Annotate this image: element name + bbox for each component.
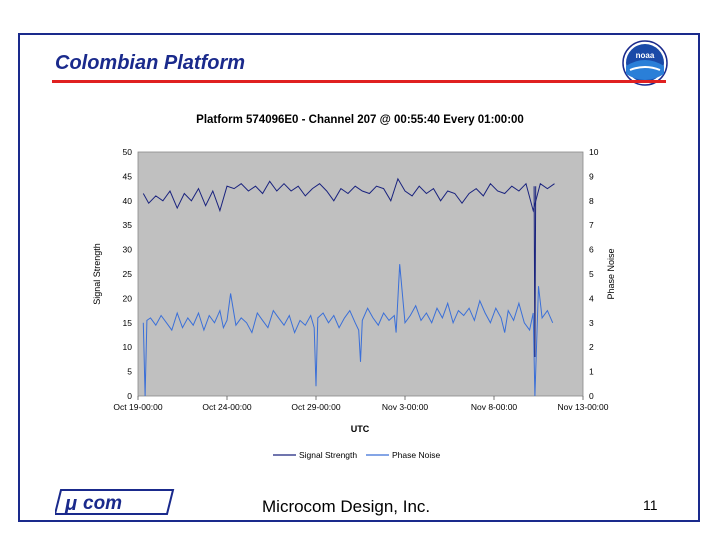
chart-title: Platform 574096E0 - Channel 207 @ 00:55:…: [196, 114, 524, 126]
left-tick-label: 35: [123, 220, 133, 230]
company-name: Microcom Design, Inc.: [262, 497, 431, 516]
slide-frame: [18, 33, 700, 522]
right-tick-label: 7: [589, 220, 594, 230]
page-number: 11: [643, 497, 658, 513]
noaa-logo-text: noaa: [636, 51, 655, 60]
microcom-logo-text: com: [83, 493, 122, 514]
x-axis-label: UTC: [351, 424, 370, 434]
x-tick-label: Oct 19-00:00: [113, 402, 162, 412]
chart-container: Platform 574096E0 - Channel 207 @ 00:55:…: [88, 100, 633, 470]
left-tick-label: 15: [123, 318, 133, 328]
right-tick-label: 5: [589, 269, 594, 279]
right-tick-label: 4: [589, 293, 594, 303]
series-lines: [142, 177, 555, 397]
left-tick-label: 50: [123, 147, 133, 157]
left-axis-label: Signal Strength: [92, 243, 102, 305]
right-tick-label: 2: [589, 342, 594, 352]
phase-noise-line: [142, 264, 554, 397]
x-tick-label: Oct 29-00:00: [291, 402, 340, 412]
legend-label-signal: Signal Strength: [299, 450, 357, 460]
title-rule: [52, 80, 666, 83]
x-tick-label: Nov 3-00:00: [382, 402, 429, 412]
right-tick-label: 0: [589, 391, 594, 401]
left-tick-label: 0: [127, 391, 132, 401]
signal-strength-spike: [533, 186, 537, 358]
left-tick-label: 45: [123, 171, 133, 181]
right-tick-label: 8: [589, 196, 594, 206]
x-axis-ticks: Oct 19-00:00 Oct 24-00:00 Oct 29-00:00 Nov …: [113, 396, 609, 412]
svg-text:μ: μ: [64, 493, 77, 515]
x-tick-label: Oct 24-00:00: [202, 402, 251, 412]
left-tick-label: 5: [127, 367, 132, 377]
x-tick-label: Nov 8-00:00: [471, 402, 518, 412]
right-tick-label: 3: [589, 318, 594, 328]
left-tick-label: 40: [123, 196, 133, 206]
left-axis-ticks: 0 5 10 15 20 25 30 35 40 45 50: [123, 147, 133, 401]
right-axis-label: Phase Noise: [606, 248, 616, 299]
chart-legend: Signal Strength Phase Noise: [273, 450, 440, 460]
noaa-logo-icon: noaa: [622, 40, 668, 86]
right-tick-label: 9: [589, 171, 594, 181]
legend-label-phase: Phase Noise: [392, 450, 440, 460]
left-tick-label: 10: [123, 342, 133, 352]
chart-svg: Platform 574096E0 - Channel 207 @ 00:55:…: [92, 114, 616, 460]
slide-title: Colombian Platform: [55, 52, 246, 74]
right-tick-label: 6: [589, 245, 594, 255]
right-tick-label: 1: [589, 367, 594, 377]
right-axis-ticks: 0 1 2 3 4 5 6 7 8 9 10: [589, 147, 599, 401]
x-tick-label: Nov 13-00:00: [557, 402, 608, 412]
left-tick-label: 20: [123, 293, 133, 303]
right-tick-label: 10: [589, 147, 599, 157]
signal-strength-line: [142, 177, 555, 213]
microcom-logo-icon: μ com: [53, 488, 175, 516]
left-tick-label: 30: [123, 245, 133, 255]
left-tick-label: 25: [123, 269, 133, 279]
